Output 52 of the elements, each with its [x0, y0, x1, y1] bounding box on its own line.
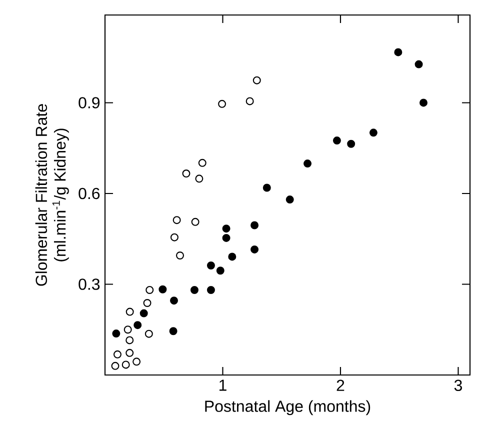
point [126, 348, 134, 357]
point [206, 261, 215, 270]
point [112, 330, 120, 338]
point [140, 309, 148, 318]
point [182, 170, 190, 178]
point [419, 98, 428, 107]
point [170, 296, 178, 305]
point [222, 224, 230, 233]
point [222, 234, 230, 242]
point [176, 252, 184, 260]
point [170, 233, 178, 242]
point [246, 97, 254, 106]
point [143, 298, 152, 307]
point [195, 174, 204, 183]
point [113, 350, 122, 358]
point [414, 60, 423, 68]
point [394, 48, 402, 56]
point [122, 360, 130, 369]
point [124, 326, 132, 334]
point [146, 286, 154, 294]
y-tick-label: 0.3 [78, 278, 100, 290]
point [111, 362, 120, 370]
point [169, 327, 178, 336]
point [228, 252, 236, 261]
point [191, 218, 200, 226]
point [286, 196, 294, 204]
point [198, 158, 206, 167]
point [134, 321, 142, 330]
x-tick-label: 1 [220, 380, 226, 391]
point [206, 286, 215, 294]
point [216, 266, 224, 275]
point [132, 358, 141, 366]
point [252, 76, 261, 84]
point [262, 184, 271, 192]
point [218, 100, 226, 108]
x-axis-title: Postnatal Age (months) [205, 400, 370, 416]
y-tick-label: 0.9 [78, 97, 100, 108]
point [126, 336, 134, 344]
point [126, 308, 134, 316]
point [172, 216, 181, 224]
y-tick-label: 0.6 [78, 188, 100, 200]
point [158, 285, 167, 294]
point [144, 330, 153, 338]
point [332, 136, 341, 145]
point [190, 286, 198, 294]
point [250, 221, 259, 230]
point [250, 245, 259, 254]
x-tick-label: 3 [454, 380, 462, 392]
point [304, 160, 312, 168]
point [347, 140, 356, 148]
point [369, 128, 378, 137]
x-tick-label: 2 [336, 380, 344, 391]
